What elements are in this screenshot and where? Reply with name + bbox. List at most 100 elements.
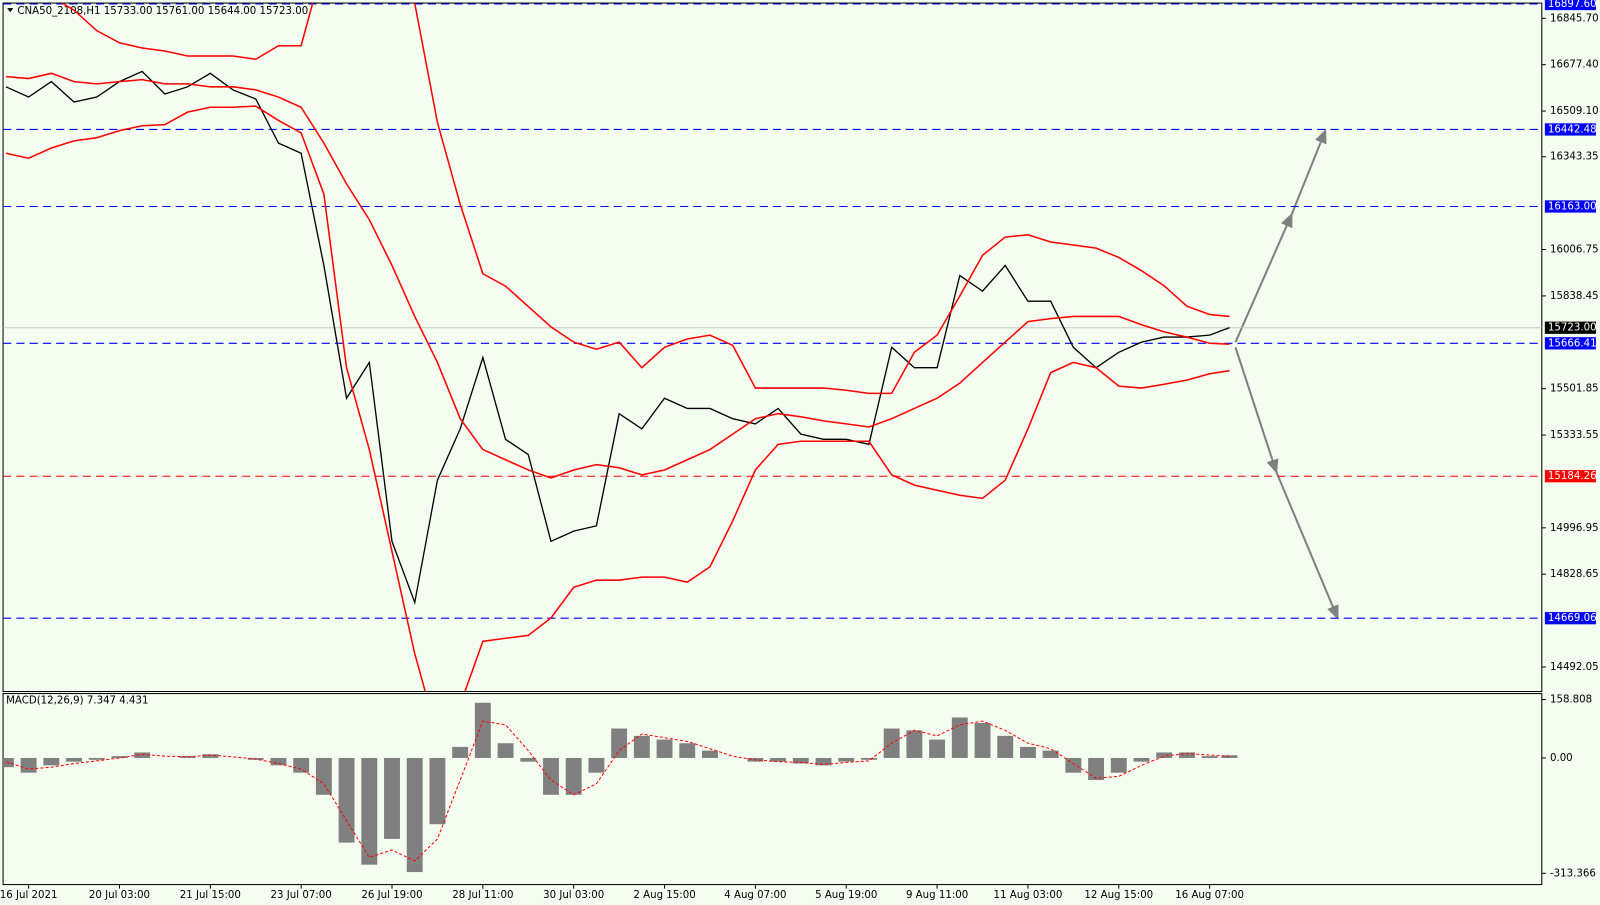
price-label: 15184.26 [1548, 471, 1597, 482]
macd-bar [293, 757, 310, 773]
macd-bar [474, 702, 491, 758]
y-tick-label: 0.00 [1550, 753, 1573, 764]
macd-bar [497, 743, 514, 758]
macd-bar [111, 756, 128, 758]
macd-bar [88, 757, 105, 760]
y-tick-label: 16006.75 [1550, 245, 1599, 256]
price-panel [2, 2, 1543, 693]
macd-bar [1042, 750, 1059, 758]
x-tick-label: 5 Aug 19:00 [815, 890, 877, 901]
series-line [5, 72, 1230, 479]
price-label: 16897.60 [1548, 0, 1597, 10]
macd-bar [43, 757, 60, 766]
x-tick-label: 12 Aug 15:00 [1084, 890, 1153, 901]
macd-bar [997, 735, 1014, 758]
macd-bar [656, 739, 673, 758]
macd-bar [452, 746, 469, 758]
macd-bar [1110, 757, 1127, 773]
price-label-box [1544, 0, 1596, 11]
macd-bar [1065, 757, 1082, 773]
price-label: 15723.00 [1548, 323, 1597, 334]
y-tick-label: 14996.95 [1550, 523, 1599, 534]
y-tick-label: 15333.55 [1550, 430, 1599, 441]
macd-bar [792, 757, 809, 764]
x-tick-label: 26 Jul 19:00 [361, 890, 422, 901]
macd-bar [951, 717, 968, 758]
y-tick-label: 15838.45 [1550, 291, 1599, 302]
price-label-box [1544, 470, 1596, 483]
macd-bar [565, 757, 582, 795]
macd-bar [861, 757, 877, 760]
macd-bar [20, 757, 37, 773]
macd-bar [929, 739, 946, 758]
price-label-box [1544, 337, 1596, 350]
macd-bar [202, 754, 219, 758]
macd-bar [134, 752, 151, 758]
price-label: 14669.06 [1548, 613, 1597, 624]
macd-bar [66, 757, 82, 762]
y-tick-label: 16343.35 [1550, 152, 1599, 163]
forecast-arrows [1234, 128, 1339, 620]
y-tick-label: 158.808 [1550, 695, 1592, 706]
price-label-box [1544, 321, 1596, 334]
macd-bar [429, 757, 446, 825]
macd-title: MACD(12,26,9) 7.347 4.431 [6, 696, 148, 707]
price-label-box [1544, 612, 1596, 625]
macd-bar [1088, 757, 1105, 781]
macd-bar [702, 750, 718, 758]
plot-area [3, 702, 1238, 873]
x-tick-label: 16 Aug 07:00 [1175, 890, 1244, 901]
macd-bar [1019, 746, 1036, 758]
macd-bar [611, 728, 628, 758]
x-tick-label: 21 Jul 15:00 [180, 890, 241, 901]
macd-bar [815, 757, 832, 766]
price-label-box [1544, 123, 1596, 136]
plot-area [3, 3, 1542, 692]
series-line [5, 105, 1230, 692]
x-tick-label: 23 Jul 07:00 [271, 890, 332, 901]
x-tick-label: 4 Aug 07:00 [724, 890, 786, 901]
price-label-box [1544, 200, 1596, 213]
y-tick-label: 14492.05 [1550, 662, 1599, 673]
chart-title: CNA50_2108,H1 15733.00 15761.00 15644.00… [17, 6, 308, 17]
macd-bar [906, 730, 923, 758]
x-tick-label: 11 Aug 03:00 [994, 890, 1063, 901]
x-tick-label: 16 Jul 2021 [0, 890, 57, 901]
x-tick-label: 9 Aug 11:00 [906, 890, 968, 901]
y-tick-label: 16845.70 [1550, 13, 1599, 24]
macd-bar [384, 757, 400, 839]
series-line [5, 720, 1230, 862]
menu-triangle [7, 8, 14, 13]
x-tick-label: 30 Jul 03:00 [543, 890, 604, 901]
y-tick-label: -313.366 [1550, 868, 1596, 879]
price-label: 16442.48 [1548, 124, 1597, 135]
macd-bar [838, 757, 855, 762]
macd-bar [543, 757, 559, 795]
price-label: 16163.00 [1548, 201, 1597, 212]
x-tick-label: 28 Jul 11:00 [452, 890, 513, 901]
y-tick-label: 16509.10 [1550, 106, 1599, 117]
macd-bar [633, 735, 650, 758]
x-tick-label: 2 Aug 15:00 [633, 890, 695, 901]
macd-bar [770, 757, 787, 762]
y-tick-label: 14828.65 [1550, 569, 1599, 580]
macd-bar [1156, 752, 1173, 758]
macd-bar [520, 757, 537, 762]
y-tick-label: 16677.40 [1550, 60, 1599, 71]
series-line [60, 3, 1230, 395]
macd-bar [361, 757, 378, 865]
macd-bar [270, 757, 287, 766]
macd-bar [1178, 752, 1195, 758]
macd-bar [3, 757, 14, 768]
macd-bar [315, 757, 332, 795]
macd-bar [338, 757, 355, 843]
price-label: 15666.41 [1548, 338, 1597, 349]
macd-bar [588, 757, 605, 773]
macd-bar [406, 757, 423, 873]
macd-bar [1133, 757, 1150, 762]
macd-bar [679, 743, 696, 758]
series-line [5, 70, 1230, 605]
macd-bar [974, 723, 991, 758]
